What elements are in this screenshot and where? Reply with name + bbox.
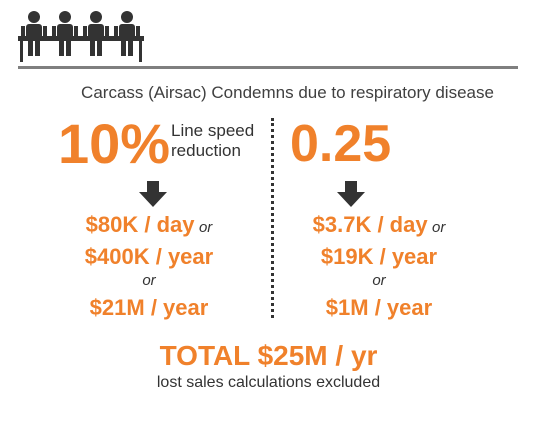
total-note: lost sales calculations excluded — [156, 374, 381, 391]
right-or-1: or — [432, 219, 446, 236]
right-per-year-1: $19K / year — [320, 244, 438, 269]
right-per-year-2: $1M / year — [325, 295, 433, 320]
left-headline-label-line1: Line speed — [171, 121, 255, 140]
right-per-day-line: $3.7K / day or — [254, 212, 504, 238]
column-divider — [271, 118, 274, 318]
left-per-day: $80K / day — [85, 212, 195, 237]
right-or-2: or — [372, 272, 386, 289]
left-per-day-line: $80K / day or — [24, 212, 274, 238]
header-rule — [18, 66, 518, 69]
left-per-year-2: $21M / year — [89, 295, 209, 320]
left-per-year-1: $400K / year — [84, 244, 214, 269]
right-headline-value: 0.25 — [290, 115, 392, 173]
left-headline-label: Line speed reduction — [171, 121, 254, 161]
right-per-day: $3.7K / day — [312, 212, 428, 237]
left-or-1: or — [198, 219, 213, 236]
left-or-2: or — [142, 272, 156, 289]
down-arrow-icon — [337, 181, 365, 207]
left-headline-value: 10% — [58, 112, 171, 175]
workers-at-line-icon — [18, 11, 144, 62]
total-value: TOTAL $25M / yr — [159, 340, 378, 371]
left-headline-label-line2: reduction — [171, 141, 241, 160]
down-arrow-icon — [139, 181, 167, 207]
page-subtitle: Carcass (Airsac) Condemns due to respira… — [81, 83, 494, 102]
